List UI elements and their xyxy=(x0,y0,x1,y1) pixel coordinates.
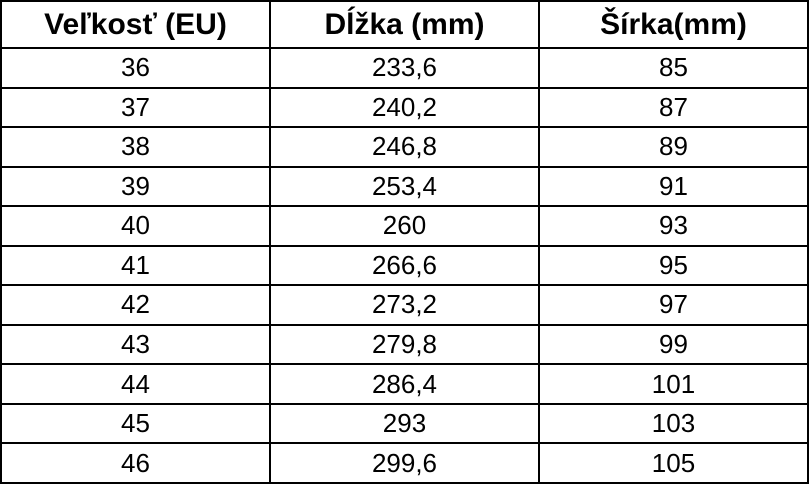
size-cell: 37 xyxy=(0,86,271,129)
size-cell: 39 xyxy=(0,165,271,208)
length-cell: 246,8 xyxy=(269,126,540,168)
size-cell: 43 xyxy=(0,323,271,366)
length-cell: 293 xyxy=(269,402,540,445)
table-row: 42 273,2 97 xyxy=(0,284,809,326)
column-header-width-mm: Šírka(mm) xyxy=(538,0,809,49)
width-cell: 93 xyxy=(538,205,809,247)
table-body: 36 233,6 85 37 240,2 87 38 246,8 89 39 2… xyxy=(0,47,809,484)
table-row: 43 279,8 99 xyxy=(0,323,809,366)
size-cell: 41 xyxy=(0,244,271,287)
table-row: 38 246,8 89 xyxy=(0,126,809,168)
width-cell: 91 xyxy=(538,165,809,208)
size-cell: 38 xyxy=(0,126,271,168)
table-row: 45 293 103 xyxy=(0,402,809,445)
length-cell: 240,2 xyxy=(269,86,540,129)
table-row: 41 266,6 95 xyxy=(0,244,809,287)
length-cell: 253,4 xyxy=(269,165,540,208)
length-cell: 260 xyxy=(269,205,540,247)
size-cell: 40 xyxy=(0,205,271,247)
width-cell: 97 xyxy=(538,284,809,326)
table-row: 44 286,4 101 xyxy=(0,363,809,405)
width-cell: 87 xyxy=(538,86,809,129)
length-cell: 233,6 xyxy=(269,47,540,89)
table-row: 40 260 93 xyxy=(0,205,809,247)
length-cell: 299,6 xyxy=(269,442,540,484)
length-cell: 266,6 xyxy=(269,244,540,287)
size-cell: 46 xyxy=(0,442,271,484)
table-row: 36 233,6 85 xyxy=(0,47,809,89)
table-header-row: Veľkosť (EU) Dĺžka (mm) Šírka(mm) xyxy=(0,0,809,49)
length-cell: 273,2 xyxy=(269,284,540,326)
table-row: 37 240,2 87 xyxy=(0,86,809,129)
width-cell: 85 xyxy=(538,47,809,89)
size-cell: 36 xyxy=(0,47,271,89)
width-cell: 101 xyxy=(538,363,809,405)
width-cell: 99 xyxy=(538,323,809,366)
width-cell: 103 xyxy=(538,402,809,445)
width-cell: 95 xyxy=(538,244,809,287)
column-header-size-eu: Veľkosť (EU) xyxy=(0,0,271,49)
length-cell: 279,8 xyxy=(269,323,540,366)
size-cell: 44 xyxy=(0,363,271,405)
length-cell: 286,4 xyxy=(269,363,540,405)
table-row: 46 299,6 105 xyxy=(0,442,809,484)
width-cell: 89 xyxy=(538,126,809,168)
table-row: 39 253,4 91 xyxy=(0,165,809,208)
width-cell: 105 xyxy=(538,442,809,484)
size-cell: 45 xyxy=(0,402,271,445)
size-cell: 42 xyxy=(0,284,271,326)
column-header-length-mm: Dĺžka (mm) xyxy=(269,0,540,49)
